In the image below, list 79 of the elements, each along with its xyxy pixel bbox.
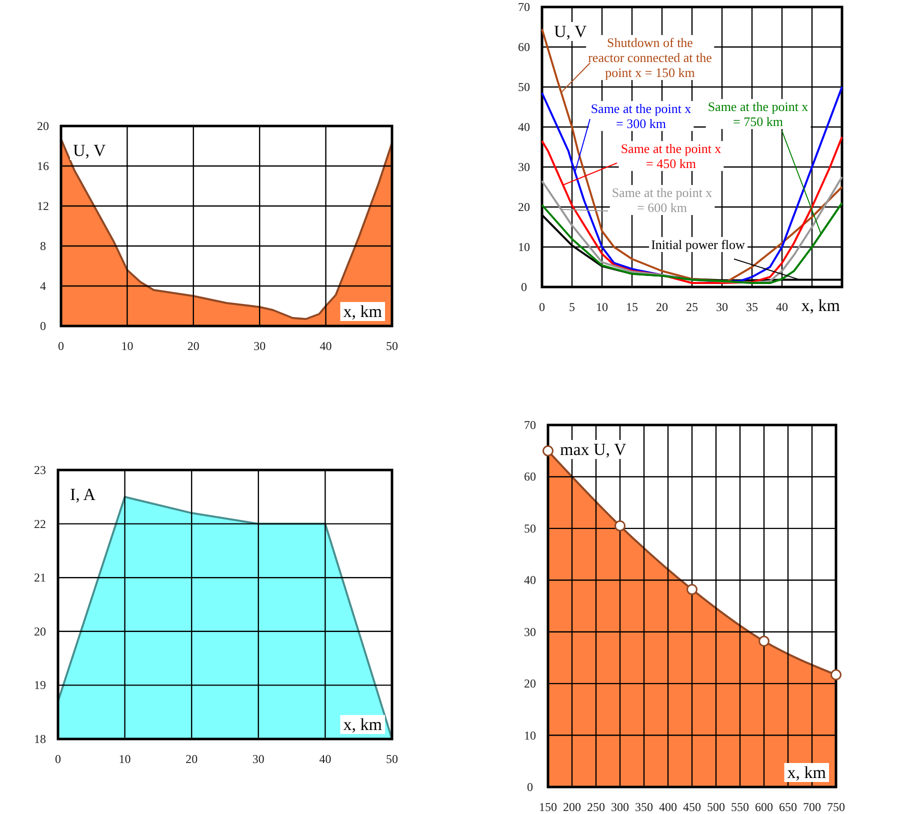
y-tick-label: 20 bbox=[524, 676, 536, 691]
x-tick-label: 25 bbox=[686, 300, 698, 314]
text: Shutdown of the reactor connected at the point x = 150 km bbox=[588, 35, 712, 80]
x-tick-label: 350 bbox=[635, 800, 653, 814]
y-tick-label: 23 bbox=[34, 463, 46, 477]
x-tick-label: 30 bbox=[716, 300, 728, 314]
x-tick-label: 40 bbox=[776, 300, 788, 314]
x-tick-label: 50 bbox=[386, 752, 398, 766]
x-tick-label: 20 bbox=[656, 300, 668, 314]
y-tick-label: 40 bbox=[524, 573, 536, 588]
y-tick-label: 70 bbox=[524, 418, 536, 432]
x-tick-label: 20 bbox=[186, 752, 198, 766]
x-tick-label: 750 bbox=[827, 800, 845, 814]
y-tick-label: 4 bbox=[40, 279, 46, 293]
y-tick-label: 16 bbox=[37, 159, 49, 173]
y-tick-label: 60 bbox=[518, 40, 530, 54]
y-axis-title: max U, V bbox=[560, 440, 627, 459]
x-tick-label: 40 bbox=[320, 339, 332, 353]
x-axis-title: x, km bbox=[343, 715, 382, 734]
x-tick-label: 300 bbox=[611, 800, 629, 814]
text: Same at the point x = 600 km bbox=[612, 185, 713, 215]
x-tick-label: 450 bbox=[683, 800, 701, 814]
y-tick-label: 30 bbox=[518, 160, 530, 174]
x-axis-title: x, km bbox=[801, 296, 840, 315]
x-tick-label: 10 bbox=[596, 300, 608, 314]
x-axis-title: x, km bbox=[787, 763, 826, 782]
x-tick-label: 40 bbox=[319, 752, 332, 766]
y-tick-label: 20 bbox=[34, 624, 46, 638]
y-tick-label: 0 bbox=[527, 780, 533, 794]
line-series bbox=[541, 176, 843, 284]
y-tick-label: 18 bbox=[34, 732, 46, 746]
x-tick-label: 150 bbox=[539, 800, 557, 814]
y-tick-label: 60 bbox=[524, 470, 536, 484]
x-tick-label: 0 bbox=[58, 339, 64, 353]
y-tick-label: 10 bbox=[518, 240, 530, 254]
x-tick-label: 30 bbox=[254, 339, 266, 353]
x-tick-label: 550 bbox=[731, 800, 749, 814]
x-tick-label: 35 bbox=[746, 300, 758, 314]
x-tick-label: 250 bbox=[587, 800, 605, 814]
text: Same at the point x = 300 km bbox=[590, 101, 692, 131]
y-tick-label: 40 bbox=[518, 120, 530, 134]
line-series bbox=[541, 202, 843, 284]
y-tick-label: 50 bbox=[524, 521, 536, 536]
y-axis-title: U, V bbox=[554, 22, 588, 41]
y-tick-label: 12 bbox=[37, 199, 49, 213]
y-axis-title: I, A bbox=[70, 485, 96, 504]
y-axis-title: U, V bbox=[73, 141, 106, 160]
y-tick-label: 50 bbox=[518, 80, 530, 94]
x-axis-title: x, km bbox=[343, 302, 382, 321]
y-tick-label: 20 bbox=[37, 119, 49, 133]
x-tick-label: 0 bbox=[55, 752, 61, 766]
y-tick-label: 21 bbox=[34, 570, 46, 585]
y-tick-label: 0 bbox=[521, 280, 527, 294]
x-tick-label: 15 bbox=[626, 300, 638, 314]
x-tick-label: 0 bbox=[539, 300, 545, 314]
y-tick-label: 10 bbox=[524, 728, 536, 742]
x-tick-label: 650 bbox=[779, 800, 797, 814]
x-tick-label: 10 bbox=[118, 752, 131, 766]
y-tick-label: 70 bbox=[518, 0, 530, 14]
y-tick-label: 22 bbox=[34, 516, 46, 531]
y-tick-label: 0 bbox=[40, 319, 46, 333]
x-tick-label: 500 bbox=[707, 800, 725, 814]
x-tick-label: 600 bbox=[755, 800, 773, 814]
x-tick-label: 700 bbox=[803, 800, 821, 814]
x-tick-label: 30 bbox=[252, 752, 264, 766]
x-tick-label: 5 bbox=[569, 300, 575, 314]
text: Same at the point x = 750 km bbox=[708, 99, 809, 129]
y-tick-label: 30 bbox=[524, 624, 536, 639]
x-tick-label: 20 bbox=[187, 339, 200, 353]
y-tick-label: 19 bbox=[34, 678, 46, 692]
y-tick-label: 20 bbox=[518, 200, 530, 214]
x-tick-label: 400 bbox=[659, 800, 677, 814]
line-series bbox=[541, 136, 843, 284]
y-tick-label: 8 bbox=[40, 239, 46, 253]
x-tick-label: 200 bbox=[563, 800, 581, 814]
x-tick-label: 50 bbox=[386, 339, 398, 353]
x-tick-label: 10 bbox=[121, 339, 134, 353]
series-label: Initial power flow bbox=[651, 237, 746, 252]
text: Same at the point x = 450 km bbox=[620, 141, 722, 171]
